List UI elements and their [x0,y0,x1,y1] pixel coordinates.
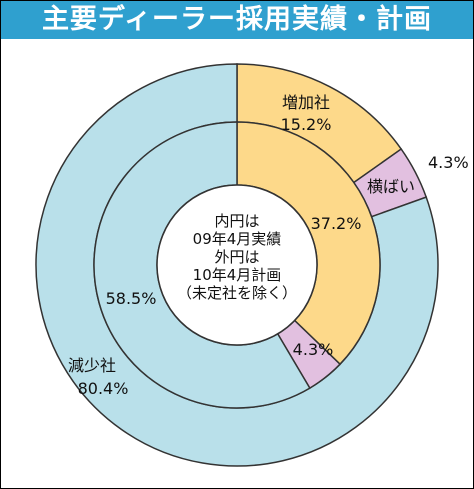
inner-increase-value: 37.2% [311,214,362,233]
center-note-line-0: 内円は [214,212,259,230]
inner-flat-value: 4.3% [293,340,334,359]
outer-flat-name: 横ばい [367,177,415,196]
center-circle [156,184,318,346]
outer-decrease-value: 80.4% [78,379,129,398]
outer-increase-value: 15.2% [281,115,332,134]
inner-decrease-value: 58.5% [106,289,157,308]
center-note-line-2: 外円は [214,248,259,266]
outer-decrease-name: 減少社 [68,356,116,375]
outer-flat-value: 4.3% [428,153,469,172]
chart-title: 主要ディーラー採用実績・計画 [1,1,473,39]
center-note-line-4: （未定社を除く） [177,284,297,302]
outer-increase-name: 増加社 [282,93,330,112]
center-note-line-1: 09年4月実績 [193,230,282,248]
center-note-line-3: 10年4月計画 [193,266,282,284]
